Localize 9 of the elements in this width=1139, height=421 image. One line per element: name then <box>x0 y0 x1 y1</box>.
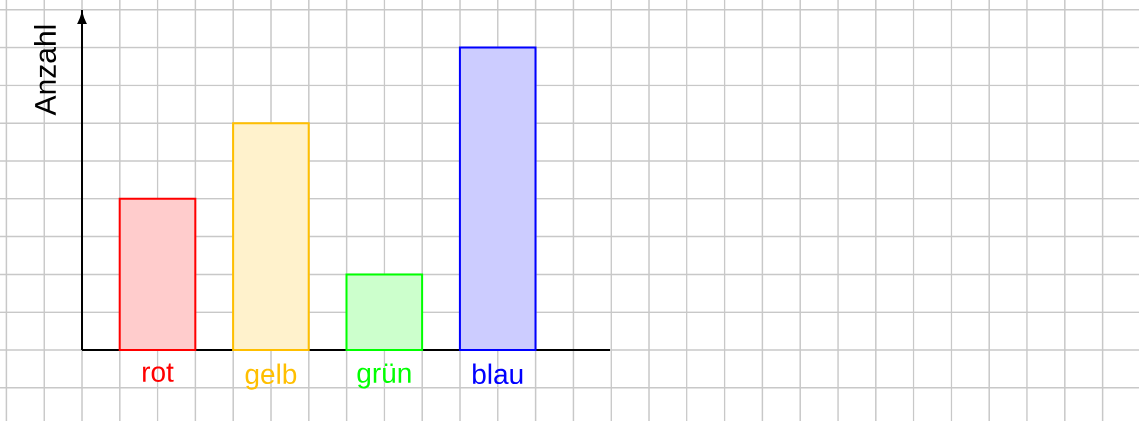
bar <box>118 197 197 351</box>
x-tick-label: rot <box>143 363 174 382</box>
bar <box>345 273 424 351</box>
bar <box>458 46 537 351</box>
x-tick-label: grün <box>357 363 411 389</box>
bar <box>232 122 310 351</box>
x-tick-label: gelb <box>245 363 297 390</box>
y-axis-title: Anzahl <box>34 25 57 116</box>
x-tick-label: blau <box>473 363 523 385</box>
